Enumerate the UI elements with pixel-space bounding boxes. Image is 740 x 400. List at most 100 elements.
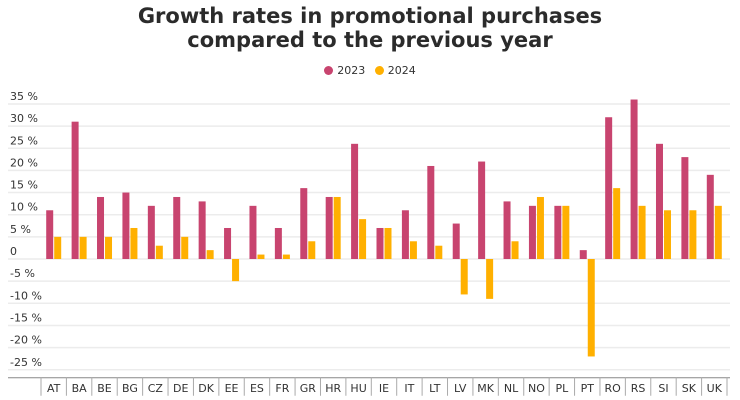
x-tick-label: SK	[682, 382, 697, 395]
bar-2023-CZ[interactable]	[147, 205, 155, 259]
bar-2024-NO[interactable]	[536, 196, 544, 259]
bar-2023-PT[interactable]	[579, 250, 587, 259]
x-tick-label: CZ	[148, 382, 164, 395]
y-tick-label: -5 %	[10, 267, 35, 280]
bar-2024-RO[interactable]	[613, 188, 621, 259]
bar-2023-LV[interactable]	[452, 223, 460, 259]
x-tick-label: LV	[454, 382, 467, 395]
bar-2024-RS[interactable]	[638, 205, 646, 259]
bar-2024-EE[interactable]	[232, 259, 240, 282]
bar-2023-PL[interactable]	[554, 205, 562, 259]
y-tick-label: -20 %	[10, 334, 42, 347]
x-tick-label: DE	[173, 382, 188, 395]
x-tick-label: BA	[72, 382, 88, 395]
bar-2024-LV[interactable]	[460, 259, 468, 295]
bar-2024-CZ[interactable]	[155, 245, 163, 259]
bar-2024-AT[interactable]	[54, 236, 62, 259]
legend-label-2024: 2024	[387, 64, 416, 77]
bar-2024-HR[interactable]	[333, 196, 341, 259]
bar-2023-SK[interactable]	[681, 157, 689, 259]
bar-2023-NO[interactable]	[528, 205, 536, 259]
y-tick-label: 35 %	[10, 90, 38, 103]
bar-2023-AT[interactable]	[46, 210, 54, 259]
bar-2023-UK[interactable]	[706, 174, 714, 259]
bar-2023-GR[interactable]	[300, 188, 308, 259]
x-tick-label: BE	[97, 382, 112, 395]
bar-2023-NL[interactable]	[503, 201, 511, 259]
y-tick-label: -10 %	[10, 289, 42, 302]
x-tick-label: RS	[631, 382, 646, 395]
bar-2023-DE[interactable]	[173, 196, 181, 259]
bar-2024-PL[interactable]	[562, 205, 570, 259]
bar-2024-SI[interactable]	[663, 210, 671, 259]
x-tick-label: NO	[528, 382, 545, 395]
x-tick-label: GR	[300, 382, 317, 395]
bar-2024-LT[interactable]	[435, 245, 443, 259]
bar-2024-NL[interactable]	[511, 241, 519, 259]
x-tick-label: RO	[605, 382, 622, 395]
y-axis: 35 % 30 % 25 % 20 % 15 % 10 % 5 % 0 -5 % -10 % -15…	[10, 90, 42, 369]
bar-2023-RS[interactable]	[630, 99, 638, 260]
bar-2023-DK[interactable]	[198, 201, 206, 259]
bars	[46, 99, 722, 357]
bar-2023-SI[interactable]	[655, 143, 663, 259]
bar-2023-BE[interactable]	[97, 196, 105, 259]
x-tick-label: ES	[250, 382, 264, 395]
x-tick-label: PT	[581, 382, 595, 395]
x-tick-label: DK	[198, 382, 214, 395]
bar-2023-BA[interactable]	[71, 121, 79, 259]
legend-item-2024[interactable]: 2024	[374, 64, 416, 77]
x-tick-label: PL	[555, 382, 569, 395]
bar-2024-HU[interactable]	[359, 219, 367, 259]
legend-item-2023[interactable]: 2023	[324, 64, 365, 77]
bar-2023-EE[interactable]	[224, 227, 232, 259]
x-tick-label: FR	[275, 382, 289, 395]
legend-label-2023: 2023	[337, 64, 366, 77]
bar-2023-HU[interactable]	[351, 143, 359, 259]
x-tick-label: IT	[404, 382, 414, 395]
bar-2024-BA[interactable]	[79, 236, 87, 259]
y-tick-label: 10 %	[10, 201, 38, 214]
bar-2024-BG[interactable]	[130, 227, 138, 259]
y-tick-label: -15 %	[10, 311, 42, 324]
x-tick-label: HU	[350, 382, 366, 395]
y-tick-label: 25 %	[10, 134, 38, 147]
bar-2024-ES[interactable]	[257, 254, 265, 259]
bar-2024-UK[interactable]	[714, 205, 722, 259]
chart-title: Growth rates in promotional purchases co…	[0, 4, 740, 52]
gridlines	[8, 103, 730, 371]
chart-title-line-2: compared to the previous year	[187, 28, 553, 52]
bar-2023-FR[interactable]	[274, 227, 282, 259]
x-tick-label: LT	[429, 382, 441, 395]
bar-2024-IE[interactable]	[384, 227, 392, 259]
bar-2023-IT[interactable]	[401, 210, 409, 259]
legend-marker-2023	[324, 66, 334, 75]
bar-2023-MK[interactable]	[478, 161, 486, 259]
x-tick-label: SI	[658, 382, 668, 395]
y-tick-label: 15 %	[10, 179, 38, 192]
x-tick-label: MK	[477, 382, 494, 395]
bar-2024-MK[interactable]	[486, 259, 494, 299]
y-tick-label: 30 %	[10, 112, 38, 125]
bar-2024-SK[interactable]	[689, 210, 697, 259]
bar-2023-HR[interactable]	[325, 196, 333, 259]
bar-2024-FR[interactable]	[282, 254, 290, 259]
y-tick-label: 0	[10, 245, 17, 258]
y-tick-label: -25 %	[10, 356, 42, 369]
y-tick-label: 5 %	[10, 223, 31, 236]
x-tick-label: EE	[225, 382, 239, 395]
bar-2024-GR[interactable]	[308, 241, 316, 259]
x-tick-label: UK	[707, 382, 723, 395]
x-tick-label: NL	[504, 382, 519, 395]
bar-2024-IT[interactable]	[409, 241, 417, 259]
bar-2023-BG[interactable]	[122, 192, 130, 259]
bar-2024-DE[interactable]	[181, 236, 189, 259]
bar-2023-IE[interactable]	[376, 227, 384, 259]
bar-2024-BE[interactable]	[105, 236, 113, 259]
x-tick-label: AT	[47, 382, 61, 395]
bar-2023-LT[interactable]	[427, 165, 435, 259]
bar-2023-RO[interactable]	[605, 117, 613, 260]
bar-2023-ES[interactable]	[249, 205, 257, 259]
bar-2024-PT[interactable]	[587, 259, 595, 357]
bar-2024-DK[interactable]	[206, 250, 214, 259]
